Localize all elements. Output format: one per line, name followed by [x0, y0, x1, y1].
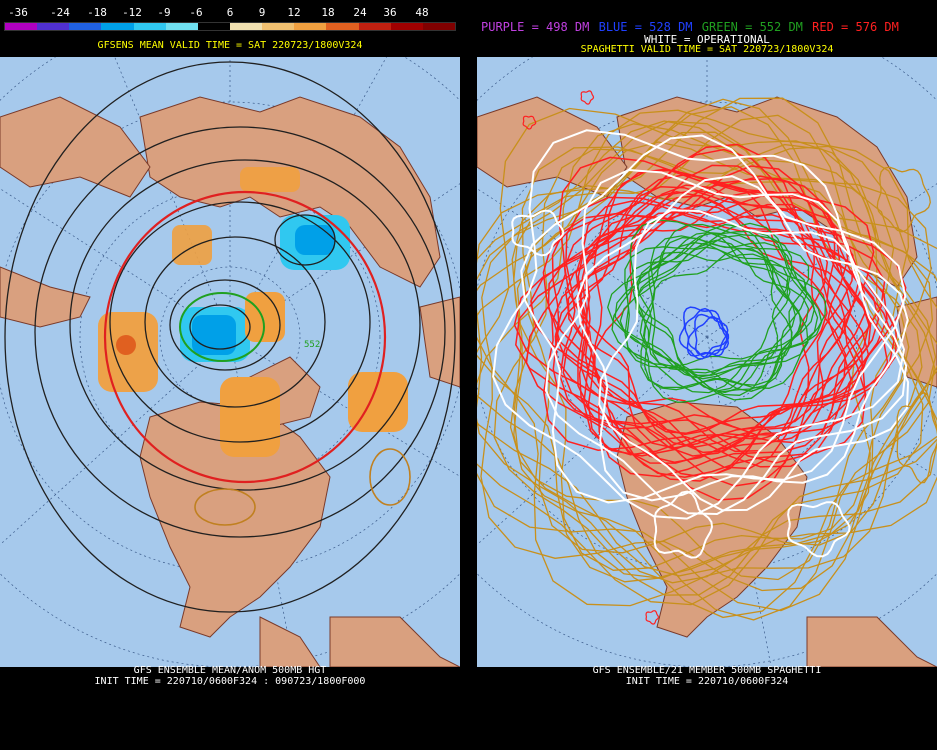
scale-label: 18 [321, 6, 335, 19]
scale-swatch [326, 23, 359, 30]
panel-divider [460, 0, 477, 750]
scale-label: -6 [189, 6, 203, 19]
spaghetti-contour [592, 203, 872, 470]
contour-label-552: 552 [304, 340, 320, 350]
scale-label: -12 [122, 6, 142, 19]
mean-footer-line1: GFS ENSEMBLE MEAN/ANOM 500MB HGT [133, 665, 327, 676]
ensemble-mean-map: 552 [0, 57, 460, 667]
spaghetti-contour [523, 98, 937, 554]
spaghetti-contour [544, 168, 908, 516]
scale-swatch [165, 23, 198, 30]
spaghetti-contour [653, 490, 714, 559]
spaghetti-contour [598, 209, 910, 512]
mean-footer-line2: INIT TIME = 220710/0600F324 : 090723/180… [94, 676, 366, 687]
spaghetti-contour [619, 237, 793, 379]
scale-label: 9 [258, 6, 266, 19]
scale-swatch [294, 23, 327, 30]
spaghetti-contour [567, 207, 829, 434]
spaghetti-footer-line2: INIT TIME = 220710/0600F324 [625, 676, 789, 687]
height-contours [4, 61, 456, 613]
scale-swatch [262, 23, 295, 30]
spaghetti-contour [554, 185, 847, 436]
spaghetti-contours [477, 90, 937, 625]
scale-swatch [422, 23, 455, 30]
scale-swatch [69, 23, 102, 30]
valid-time-header: GFSENS MEAN VALID TIME = SAT 220723/1800… [97, 40, 363, 51]
spaghetti-contour [564, 194, 853, 456]
scale-swatch [390, 23, 423, 30]
spaghetti-contour [896, 391, 937, 484]
scale-label: 24 [353, 6, 367, 19]
spaghetti-contour [511, 143, 936, 621]
spaghetti-contour [580, 90, 595, 105]
legend-green: GREEN = 552 DM [701, 20, 803, 34]
spaghetti-contour [642, 251, 802, 392]
anomaly-shading [98, 167, 408, 457]
spaghetti-map [477, 57, 937, 667]
spaghetti-contour [636, 231, 791, 368]
spaghetti-contour [635, 246, 789, 374]
spaghetti-contour [635, 223, 827, 389]
spaghetti-contour [477, 120, 932, 583]
scale-label: -9 [157, 6, 171, 19]
scale-label: -18 [87, 6, 107, 19]
scale-swatch [197, 23, 230, 30]
spaghetti-contour [614, 223, 809, 380]
spaghetti-contour [513, 173, 875, 478]
spaghetti-contour [576, 175, 909, 502]
scale-swatch [5, 23, 38, 30]
spaghetti-contour [636, 239, 810, 391]
spaghetti-map-svg [477, 57, 937, 667]
spaghetti-contour [580, 182, 828, 431]
spaghetti-contour [530, 191, 854, 464]
legend-operational: WHITE = OPERATIONAL [644, 33, 770, 46]
scale-swatch [133, 23, 166, 30]
spaghetti-contour [522, 115, 537, 130]
spaghetti-contour [645, 610, 660, 625]
spaghetti-contour [511, 209, 565, 257]
spaghetti-contour [694, 316, 730, 357]
spaghetti-panel: PURPLE = 498 DM BLUE = 528 DM GREEN = 55… [477, 0, 937, 750]
scale-swatch [101, 23, 134, 30]
legend-purple: PURPLE = 498 DM [481, 20, 590, 34]
spaghetti-contour [579, 203, 860, 449]
scale-label: 6 [226, 6, 234, 19]
spaghetti-contour [477, 109, 937, 577]
spaghetti-contour [678, 306, 728, 360]
spaghetti-contour [584, 189, 846, 453]
legend-blue: BLUE = 528 DM [598, 20, 693, 34]
scale-label: -24 [50, 6, 70, 19]
scale-swatch [229, 23, 263, 30]
spaghetti-valid-time-header: SPAGHETTI VALID TIME = SAT 220723/1800V3… [580, 44, 834, 55]
spaghetti-contour [492, 129, 906, 520]
spaghetti-contour [480, 106, 923, 592]
anomaly-color-scale [4, 22, 456, 31]
landmasses [0, 96, 460, 667]
scale-swatch [37, 23, 70, 30]
spaghetti-contour [477, 123, 937, 584]
scale-label: 48 [415, 6, 429, 19]
spaghetti-contour [477, 97, 937, 612]
anomaly-scale-labels: -36 -24 -18 -12 -9 -6 6 9 12 18 24 36 48 [2, 6, 458, 20]
polar-map-svg: 552 [0, 57, 460, 667]
spaghetti-contour [876, 166, 931, 233]
highlight-contours [103, 190, 411, 526]
spaghetti-contour [786, 501, 851, 558]
scale-swatch [358, 23, 391, 30]
scale-label: 12 [287, 6, 301, 19]
scale-label: -36 [8, 6, 28, 19]
spaghetti-footer-line1: GFS ENSEMBLE/21 MEMBER 500MB SPAGHETTI [592, 665, 822, 676]
spaghetti-contour [513, 114, 910, 581]
scale-label: 36 [383, 6, 397, 19]
spaghetti-contour [625, 234, 796, 396]
ensemble-mean-panel: -36 -24 -18 -12 -9 -6 6 9 12 18 24 36 48… [0, 0, 460, 750]
spaghetti-legend: PURPLE = 498 DM BLUE = 528 DM GREEN = 55… [481, 20, 937, 34]
legend-red: RED = 576 DM [812, 20, 899, 34]
